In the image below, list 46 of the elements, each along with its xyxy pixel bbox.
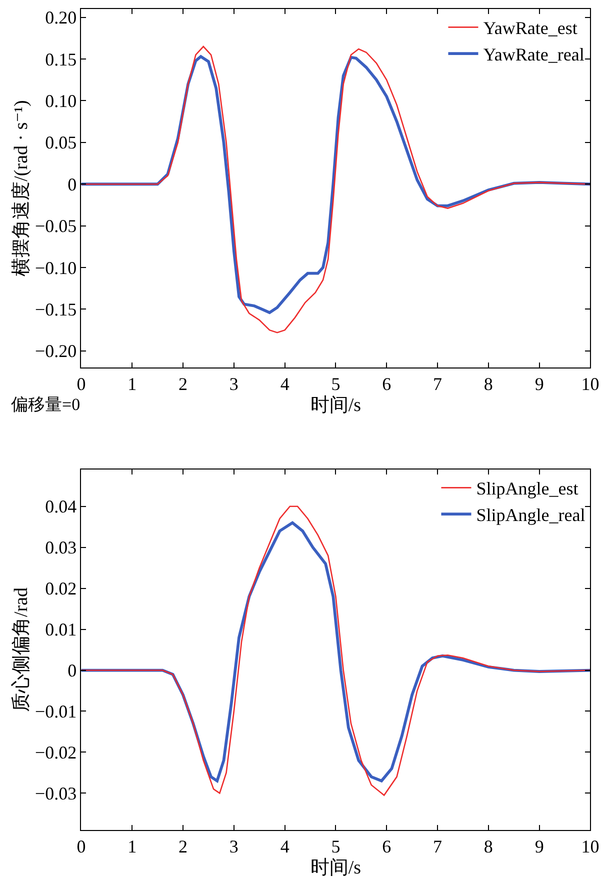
x-tick-label: 8 [484,836,493,857]
y-tick-label: −0.01 [34,702,77,722]
y-tick-label: −0.15 [34,300,77,320]
x-tick-label: 5 [331,836,340,857]
legend-label: SlipAngle_est [476,478,578,499]
y-tick-label: −0.02 [34,742,77,763]
text: 偏移量=0 [11,395,80,414]
x-tick-label: 6 [382,836,392,857]
x-axis-title: 时间/s [310,857,362,878]
y-tick-label: 0.02 [45,578,77,599]
x-tick-label: 1 [128,374,137,394]
x-tick-label: 3 [229,374,238,394]
x-tick-label: 10 [581,374,600,394]
y-tick-label: 0 [68,174,77,194]
x-tick-label: 10 [581,836,600,857]
y-tick-label: −0.05 [34,216,77,236]
x-tick-label: 7 [433,374,442,394]
y-tick-label: 0.05 [45,132,77,153]
x-tick-label: 2 [178,836,188,857]
y-tick-label: −0.10 [34,258,77,278]
y-axis-title: 横摆角速度/(rad · s⁻¹) [10,100,32,276]
legend-label: YawRate_real [483,44,584,65]
x-tick-label: 7 [433,836,442,857]
x-tick-label: 5 [331,374,340,394]
x-tick-label: 2 [178,374,188,394]
x-tick-label: 8 [484,374,493,394]
y-tick-label: 0 [68,660,77,681]
y-tick-label: −0.20 [34,341,77,362]
x-tick-label: 1 [128,836,137,857]
y-axis-title: 质心侧偏角/rad [10,587,32,712]
y-tick-label: −0.03 [34,783,77,804]
y-tick-label: 0.20 [45,8,77,28]
legend-label: SlipAngle_real [476,505,586,526]
x-tick-label: 4 [280,374,290,394]
x-tick-label: 9 [534,836,544,857]
x-tick-label: 4 [280,836,290,857]
x-axis-title: 时间/s [310,394,362,416]
y-tick-label: 0.03 [45,538,77,558]
legend-label: YawRate_est [483,18,578,38]
y-tick-label: 0.10 [45,91,77,112]
y-tick-label: 0.04 [45,496,77,517]
x-tick-label: 6 [382,374,392,394]
y-tick-label: 0.15 [45,49,77,70]
y-tick-label: 0.01 [45,620,77,640]
x-tick-label: 3 [229,836,238,857]
x-tick-label: 9 [534,374,544,394]
